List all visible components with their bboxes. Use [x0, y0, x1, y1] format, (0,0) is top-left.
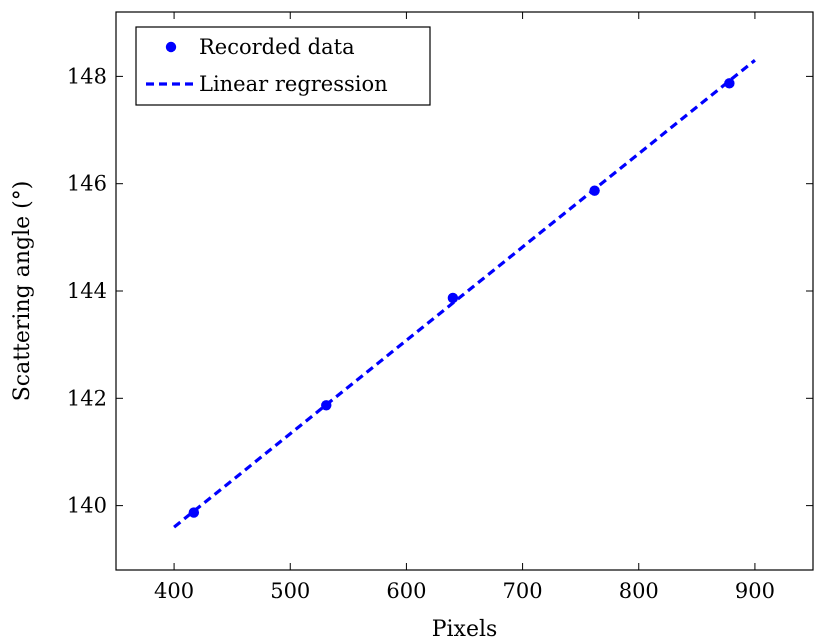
data-point: [724, 78, 735, 89]
x-tick-label-400: 400: [154, 579, 194, 603]
tick-labels: 400 500 600 700 800 900 140 142 144 146 148: [67, 64, 775, 603]
x-axis-label: Pixels: [432, 617, 498, 642]
axis-ticks: [116, 12, 813, 570]
y-tick-label-140: 140: [67, 494, 107, 518]
legend-box: [135, 26, 431, 106]
legend: Recorded data Linear regression: [135, 26, 431, 106]
y-tick-label-148: 148: [67, 64, 107, 88]
data-point: [447, 292, 459, 304]
y-tick-label-144: 144: [67, 279, 107, 303]
x-tick-label-600: 600: [386, 579, 426, 603]
legend-marker-recorded-data: [165, 41, 177, 53]
data-point: [589, 185, 600, 196]
x-tick-label-900: 900: [735, 579, 775, 603]
data-point: [188, 507, 200, 518]
x-tick-label-500: 500: [270, 579, 310, 603]
legend-label-recorded-data: Recorded data: [199, 35, 355, 59]
x-tick-label-800: 800: [619, 579, 659, 603]
regression-line: [173, 59, 756, 529]
y-tick-label-142: 142: [67, 386, 107, 410]
x-tick-label-700: 700: [503, 579, 543, 603]
y-axis-label: Scattering angle (°): [10, 181, 35, 402]
y-tick-label-146: 146: [67, 172, 107, 196]
legend-label-linear-regression: Linear regression: [199, 72, 388, 96]
plot-content: [173, 59, 756, 529]
data-point: [321, 400, 332, 411]
